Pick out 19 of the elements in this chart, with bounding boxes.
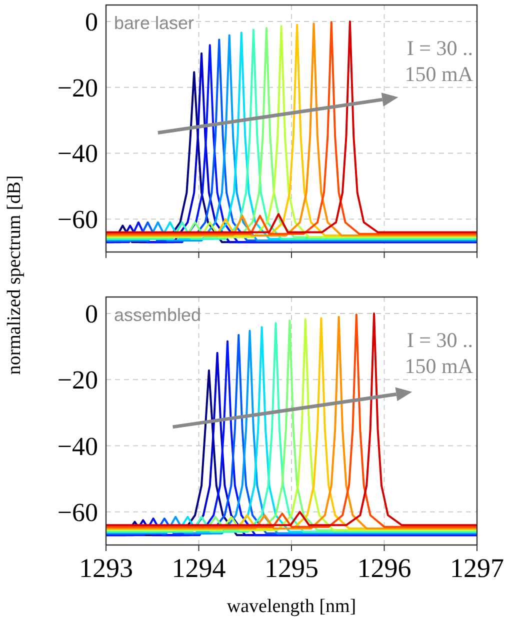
annotation: I = 30 .. 150 mA [404, 36, 474, 86]
x-tick-label: 1297 [450, 553, 504, 583]
x-tick-label: 1296 [357, 553, 412, 583]
y-tick-label: −40 [57, 139, 98, 168]
y-tick-label: −60 [57, 205, 98, 234]
annotation: bare laser [114, 13, 194, 33]
annotation: I = 30 .. 150 mA [404, 328, 474, 378]
x-tick-label: 1294 [172, 553, 226, 583]
y-tick-label: −40 [57, 432, 98, 461]
annotation: assembled [114, 305, 202, 325]
y-tick-label: 0 [85, 300, 98, 329]
y-tick-label: −60 [57, 498, 98, 527]
x-axis-title: wavelength [nm] [226, 596, 356, 617]
y-tick-label: −20 [57, 366, 98, 395]
y-axis-title: normalized spectrum [dB] [4, 175, 25, 375]
x-tick-label: 1295 [264, 553, 318, 583]
x-tick-label: 1293 [79, 553, 133, 583]
y-tick-label: 0 [85, 7, 98, 36]
y-tick-label: −20 [57, 73, 98, 102]
